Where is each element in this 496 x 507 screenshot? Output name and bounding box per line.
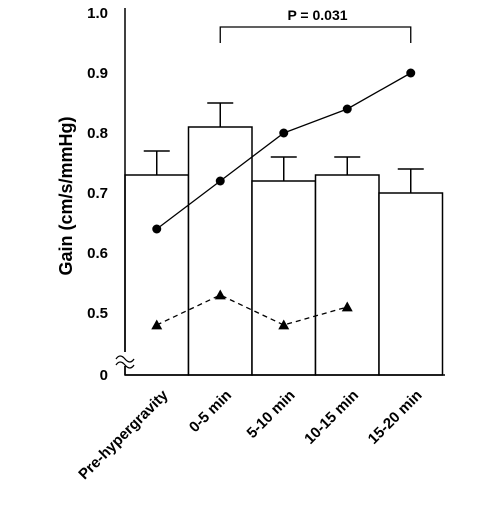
significance-bracket: P = 0.031 — [219, 7, 412, 43]
axis-break-symbol — [115, 352, 135, 369]
y-tick-label: 0.8 — [87, 125, 108, 142]
category-label: 10-15 min — [301, 387, 362, 448]
y-tick-label: 0.9 — [87, 65, 108, 82]
y-tick-label: 0.5 — [87, 305, 108, 322]
category-label: 0-5 min — [186, 387, 235, 436]
y-axis-title: Gain (cm/s/mmHg) — [56, 116, 76, 275]
category-label: Pre-hypergravity — [75, 386, 172, 483]
triangle-marker — [214, 289, 226, 300]
y-tick-label: 0.6 — [87, 245, 108, 262]
category-label: 5-10 min — [244, 387, 299, 442]
triangle-marker — [278, 319, 290, 330]
p-value-label: P = 0.031 — [287, 7, 347, 23]
circle-marker — [215, 176, 225, 186]
triangle-marker — [341, 301, 353, 312]
y-tick-label: 1.0 — [87, 5, 108, 22]
bars — [124, 102, 444, 376]
circle-marker — [342, 104, 352, 114]
circle-marker — [152, 224, 162, 234]
bar — [251, 180, 317, 376]
bar — [378, 192, 444, 376]
y-tick-label: 0 — [100, 367, 108, 384]
series-line-triangle — [156, 294, 348, 326]
y-tick-label: 0.7 — [87, 185, 108, 202]
bar — [314, 174, 380, 376]
x-axis-labels: Pre-hypergravity 0-5 min 5-10 min 10-15 min… — [75, 386, 425, 483]
bar — [187, 126, 253, 376]
category-label: 15-20 min — [365, 387, 426, 448]
y-axis-ticks: 0 0.5 0.6 0.7 0.8 0.9 1.0 — [87, 5, 108, 384]
circle-marker — [406, 68, 416, 78]
series-lines — [151, 68, 416, 330]
circle-marker — [279, 128, 289, 138]
bar — [124, 174, 190, 376]
triangle-marker — [151, 319, 163, 330]
